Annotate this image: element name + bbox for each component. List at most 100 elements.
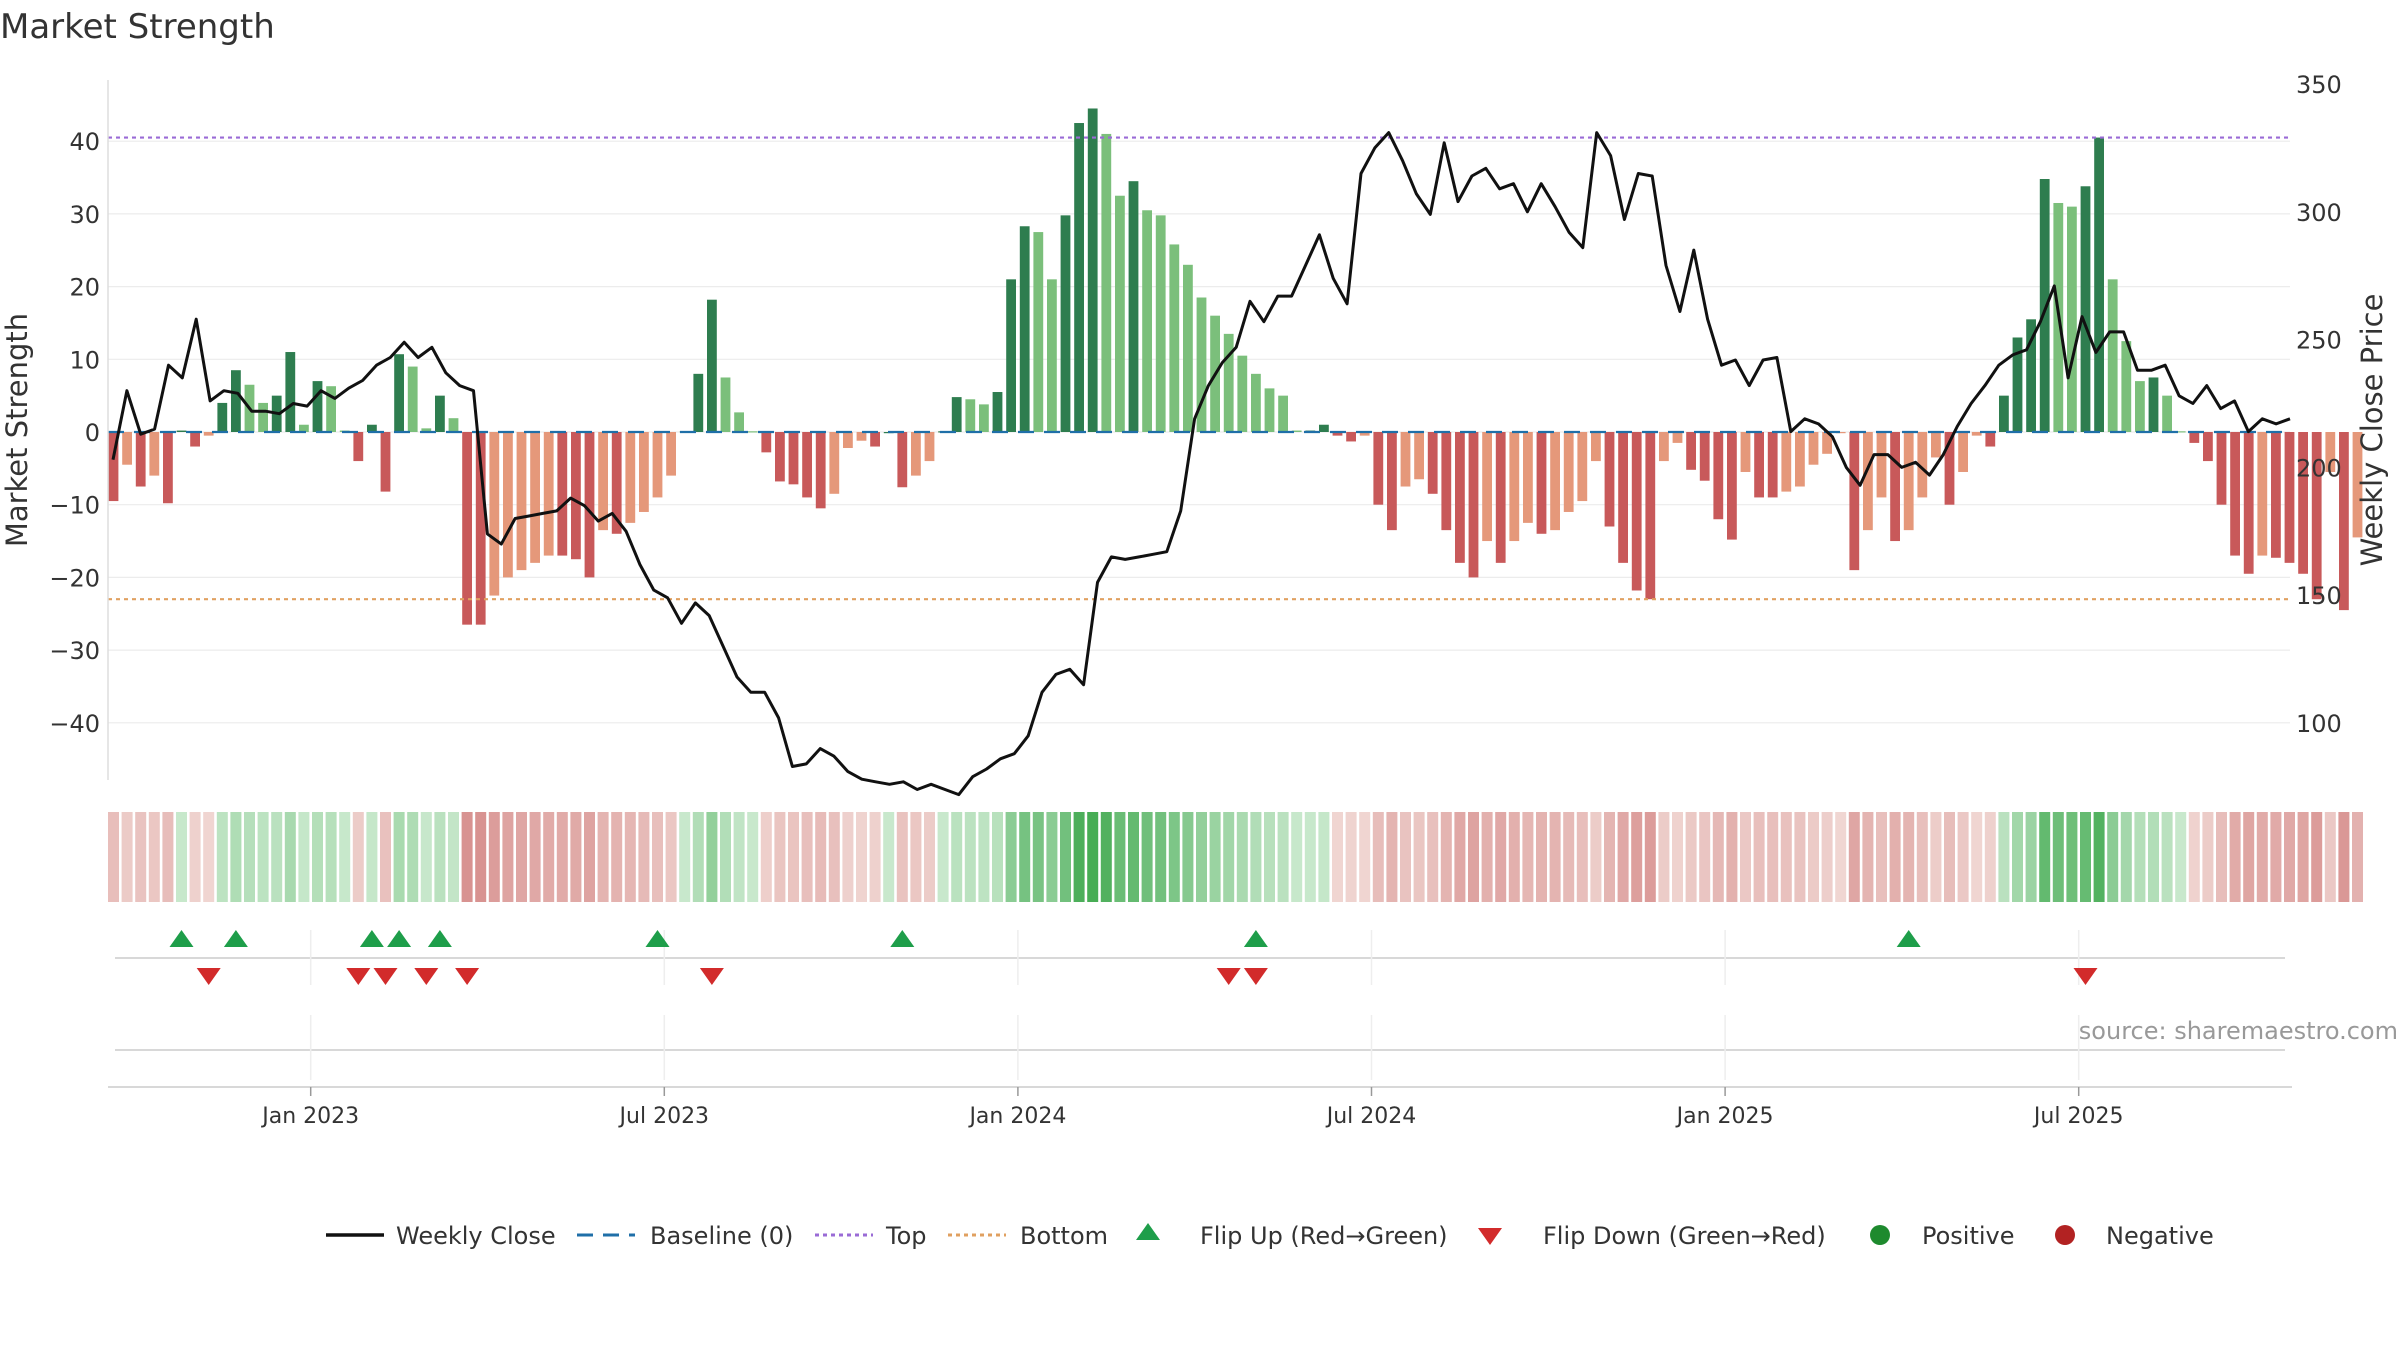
heat-cell [434, 812, 446, 902]
legend-weekly-close-label: Weekly Close [396, 1222, 556, 1250]
strength-bar [992, 392, 1003, 432]
strength-bar [693, 373, 704, 432]
legend-negative-label: Negative [2106, 1222, 2214, 1250]
heat-cell [2161, 812, 2173, 902]
strength-bar [1550, 432, 1560, 531]
strength-bar [1808, 432, 1819, 465]
heat-cell [1617, 812, 1629, 902]
heat-cell [121, 812, 133, 902]
strength-bar [2339, 432, 2349, 611]
strength-bar [231, 370, 241, 432]
legend-flip-up-icon [1136, 1223, 1160, 1240]
heat-cell [910, 812, 922, 902]
strength-bar [421, 428, 432, 432]
heat-cell [271, 812, 283, 902]
right-tick-label: 200 [2296, 454, 2342, 482]
heat-cell [366, 812, 378, 902]
strength-bar [1563, 432, 1574, 512]
heat-cell [2256, 812, 2268, 902]
strength-bar [1155, 215, 1166, 432]
heat-cell [529, 812, 541, 902]
heat-cell [2107, 812, 2119, 902]
heat-cell [1141, 812, 1153, 902]
x-tick-label: Jul 2023 [618, 1104, 710, 1129]
strength-bar [870, 432, 880, 447]
heat-cell [1304, 812, 1316, 902]
strength-bar [1074, 123, 1084, 433]
strength-bar [625, 432, 636, 523]
heat-cell [2311, 812, 2323, 902]
heat-cell [380, 812, 391, 902]
heat-cell [2229, 812, 2241, 902]
strength-bar [1400, 432, 1411, 487]
strength-bar [2094, 137, 2104, 432]
heat-cell [108, 812, 119, 902]
heat-cell [992, 812, 1003, 902]
heat-cell [896, 812, 908, 902]
strength-bar [1577, 432, 1588, 502]
heat-cell [2120, 812, 2132, 902]
strength-bar [122, 432, 132, 465]
legend-top-label: Top [885, 1222, 927, 1250]
strength-bar [326, 386, 336, 432]
strength-bar [2216, 432, 2227, 505]
strength-bar [979, 404, 989, 432]
heat-cell [570, 812, 582, 902]
heat-cell [1128, 812, 1139, 902]
heat-cell [1916, 812, 1928, 902]
heat-cell [2080, 812, 2091, 902]
heat-cell [176, 812, 187, 902]
strength-bar [2107, 279, 2118, 432]
strength-bar [135, 432, 146, 487]
heat-cell [883, 812, 895, 902]
strength-bar [1931, 432, 1941, 458]
heat-cell [1604, 812, 1615, 902]
strength-bar [1115, 195, 1125, 432]
heat-cell [298, 812, 310, 902]
strength-bar [2026, 319, 2036, 432]
strength-bar [1781, 432, 1792, 492]
strength-bar [2257, 432, 2268, 556]
legend: Weekly Close Baseline (0) Top Bottom Fli… [326, 1222, 2214, 1250]
heat-cell [1454, 812, 1466, 902]
heat-cell [1223, 812, 1235, 902]
heat-cell [502, 812, 514, 902]
heat-cell [1359, 812, 1371, 902]
strength-bar [720, 377, 731, 432]
strength-bar [951, 397, 962, 432]
strength-bar [1237, 355, 1248, 432]
strength-bar [2080, 186, 2091, 432]
heat-cell [788, 812, 799, 902]
flip-up-marker [387, 930, 412, 947]
bar-layer [108, 108, 2363, 625]
strength-bar [1890, 432, 1900, 542]
heat-cell [1413, 812, 1425, 902]
left-tick-label: −30 [49, 637, 100, 665]
flip-up-marker [359, 930, 384, 947]
strength-bar [1006, 279, 1016, 432]
heat-cell [1957, 812, 1969, 902]
heat-cell [1073, 812, 1085, 902]
heat-cell [543, 812, 555, 902]
right-tick-label: 150 [2296, 582, 2342, 610]
strength-bar [380, 432, 391, 492]
heat-cell [774, 812, 786, 902]
strength-bar [924, 432, 935, 462]
left-tick-label: −10 [49, 492, 100, 520]
strength-bar [1223, 333, 1234, 432]
heat-cell [1889, 812, 1901, 902]
strength-bar [1618, 432, 1628, 563]
strength-bar [897, 432, 908, 488]
strength-bar [462, 432, 472, 625]
heat-cell [1386, 812, 1398, 902]
heat-cell [1264, 812, 1275, 902]
strength-bar [489, 432, 500, 596]
strength-bar [1414, 432, 1424, 480]
x-tick-label: Jul 2024 [1325, 1104, 1417, 1129]
strength-bar [1319, 424, 1329, 432]
heat-cell [2039, 812, 2051, 902]
strength-bar [2039, 179, 2050, 432]
chart-title: Market Strength [0, 7, 275, 47]
heat-cell [1060, 812, 1071, 902]
